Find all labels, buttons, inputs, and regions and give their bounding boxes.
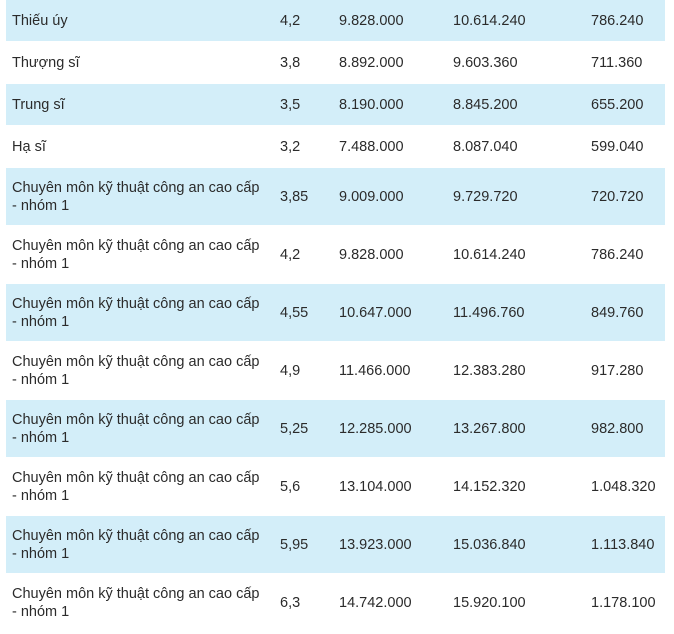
coefficient-cell: 5,25	[274, 399, 333, 458]
new-salary-cell: 9.729.720	[447, 167, 585, 226]
base-salary-cell: 13.104.000	[333, 457, 447, 516]
rank-cell: Thiếu úy	[6, 0, 274, 42]
base-salary-cell: 12.285.000	[333, 399, 447, 458]
base-salary-cell: 7.488.000	[333, 125, 447, 168]
new-salary-cell: 15.920.100	[447, 573, 585, 632]
rank-cell: Chuyên môn kỹ thuật công an cao cấp - nh…	[6, 573, 274, 632]
page-margin	[665, 0, 674, 634]
new-salary-cell: 8.845.200	[447, 83, 585, 126]
coefficient-cell: 3,85	[274, 167, 333, 226]
new-salary-cell: 8.087.040	[447, 125, 585, 168]
increase-cell: 711.360	[585, 41, 665, 84]
table-row: Hạ sĩ 3,2 7.488.000 8.087.040 599.040	[6, 125, 665, 168]
rank-cell: Thượng sĩ	[6, 41, 274, 84]
base-salary-cell: 8.190.000	[333, 83, 447, 126]
new-salary-cell: 12.383.280	[447, 341, 585, 400]
coefficient-cell: 3,2	[274, 125, 333, 168]
base-salary-cell: 9.828.000	[333, 225, 447, 284]
salary-table-container: Thiếu úy 4,2 9.828.000 10.614.240 786.240 Thư…	[6, 0, 665, 634]
increase-cell: 786.240	[585, 225, 665, 284]
table-row: Chuyên môn kỹ thuật công an cao cấp - nh…	[6, 399, 665, 458]
coefficient-cell: 4,2	[274, 225, 333, 284]
base-salary-cell: 13.923.000	[333, 515, 447, 574]
table-row: Chuyên môn kỹ thuật công an cao cấp - nh…	[6, 167, 665, 226]
rank-cell: Chuyên môn kỹ thuật công an cao cấp - nh…	[6, 167, 274, 226]
coefficient-cell: 5,95	[274, 515, 333, 574]
new-salary-cell: 13.267.800	[447, 399, 585, 458]
table-row: Thiếu úy 4,2 9.828.000 10.614.240 786.240	[6, 0, 665, 42]
coefficient-cell: 4,55	[274, 283, 333, 342]
table-row: Chuyên môn kỹ thuật công an cao cấp - nh…	[6, 341, 665, 400]
increase-cell: 1.178.100	[585, 573, 665, 632]
table-row: Trung sĩ 3,5 8.190.000 8.845.200 655.200	[6, 83, 665, 126]
table-row: Chuyên môn kỹ thuật công an cao cấp - nh…	[6, 457, 665, 516]
table-row: Chuyên môn kỹ thuật công an cao cấp - nh…	[6, 225, 665, 284]
rank-cell: Chuyên môn kỹ thuật công an cao cấp - nh…	[6, 515, 274, 574]
base-salary-cell: 11.466.000	[333, 341, 447, 400]
table-row: Chuyên môn kỹ thuật công an cao cấp - nh…	[6, 515, 665, 574]
new-salary-cell: 10.614.240	[447, 0, 585, 42]
rank-cell: Chuyên môn kỹ thuật công an cao cấp - nh…	[6, 457, 274, 516]
increase-cell: 982.800	[585, 399, 665, 458]
new-salary-cell: 10.614.240	[447, 225, 585, 284]
base-salary-cell: 9.828.000	[333, 0, 447, 42]
increase-cell: 655.200	[585, 83, 665, 126]
base-salary-cell: 14.742.000	[333, 573, 447, 632]
coefficient-cell: 6,3	[274, 573, 333, 632]
coefficient-cell: 4,9	[274, 341, 333, 400]
rank-cell: Chuyên môn kỹ thuật công an cao cấp - nh…	[6, 341, 274, 400]
base-salary-cell: 9.009.000	[333, 167, 447, 226]
table-row: Chuyên môn kỹ thuật công an cao cấp - nh…	[6, 573, 665, 632]
table-row: Chuyên môn kỹ thuật công an cao cấp - nh…	[6, 283, 665, 342]
rank-cell: Hạ sĩ	[6, 125, 274, 168]
coefficient-cell: 5,6	[274, 457, 333, 516]
table-row: Thượng sĩ 3,8 8.892.000 9.603.360 711.360	[6, 41, 665, 84]
increase-cell: 786.240	[585, 0, 665, 42]
rank-cell: Trung sĩ	[6, 83, 274, 126]
increase-cell: 917.280	[585, 341, 665, 400]
rank-cell: Chuyên môn kỹ thuật công an cao cấp - nh…	[6, 283, 274, 342]
increase-cell: 720.720	[585, 167, 665, 226]
coefficient-cell: 3,8	[274, 41, 333, 84]
new-salary-cell: 15.036.840	[447, 515, 585, 574]
increase-cell: 1.113.840	[585, 515, 665, 574]
new-salary-cell: 11.496.760	[447, 283, 585, 342]
increase-cell: 1.048.320	[585, 457, 665, 516]
rank-cell: Chuyên môn kỹ thuật công an cao cấp - nh…	[6, 399, 274, 458]
increase-cell: 599.040	[585, 125, 665, 168]
new-salary-cell: 9.603.360	[447, 41, 585, 84]
salary-table-body: Thiếu úy 4,2 9.828.000 10.614.240 786.240 Thư…	[6, 0, 665, 632]
coefficient-cell: 3,5	[274, 83, 333, 126]
rank-cell: Chuyên môn kỹ thuật công an cao cấp - nh…	[6, 225, 274, 284]
salary-table: Thiếu úy 4,2 9.828.000 10.614.240 786.240 Thư…	[6, 0, 665, 632]
base-salary-cell: 10.647.000	[333, 283, 447, 342]
coefficient-cell: 4,2	[274, 0, 333, 42]
new-salary-cell: 14.152.320	[447, 457, 585, 516]
increase-cell: 849.760	[585, 283, 665, 342]
base-salary-cell: 8.892.000	[333, 41, 447, 84]
